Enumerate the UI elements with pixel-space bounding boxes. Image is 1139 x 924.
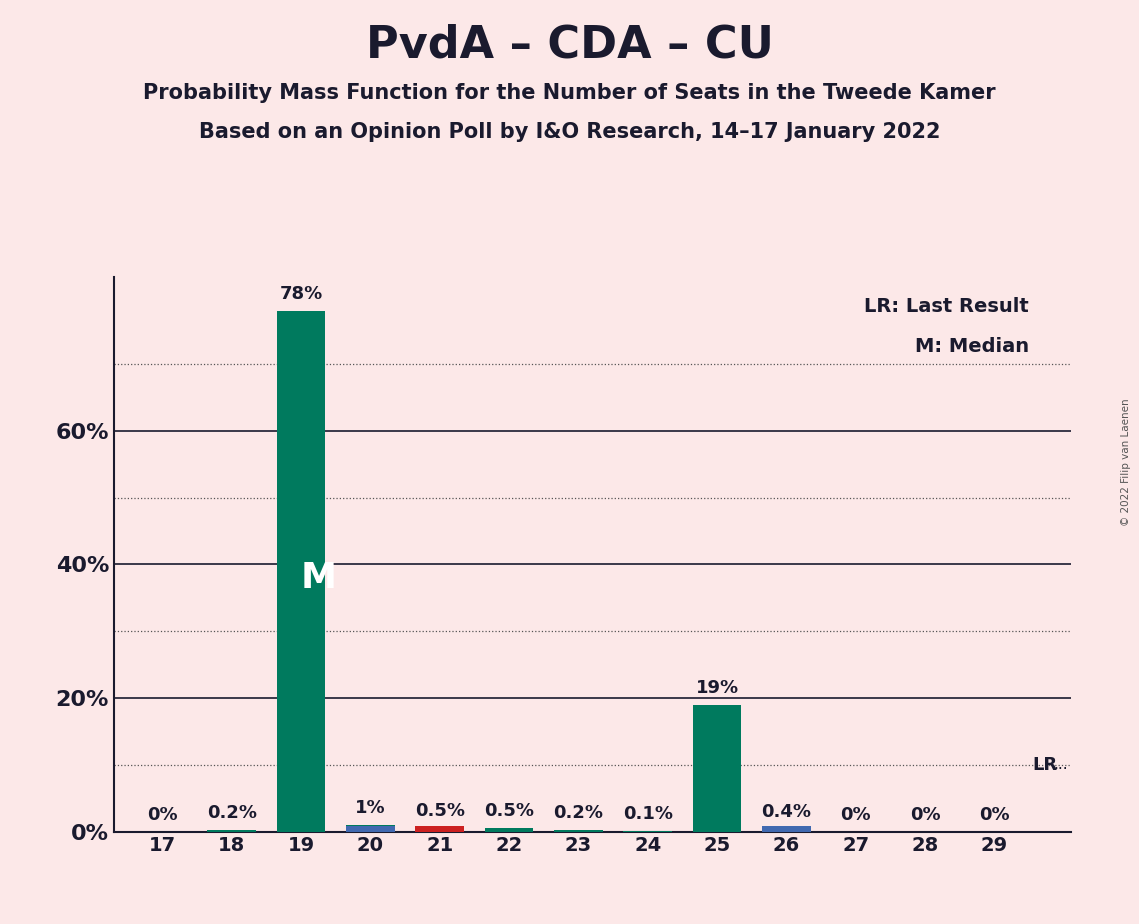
Text: Probability Mass Function for the Number of Seats in the Tweede Kamer: Probability Mass Function for the Number… [144,83,995,103]
Text: M: M [301,561,336,595]
Bar [346,825,395,832]
Text: © 2022 Filip van Laenen: © 2022 Filip van Laenen [1121,398,1131,526]
Text: 0.2%: 0.2% [554,804,604,822]
Text: LR: LR [1033,756,1058,773]
Text: 78%: 78% [279,285,322,302]
Text: 0.4%: 0.4% [761,803,811,821]
Text: ...: ... [1054,758,1068,772]
Text: 0%: 0% [841,806,871,823]
Bar [693,705,741,832]
Text: 0.2%: 0.2% [207,804,256,822]
Bar [207,831,256,832]
Bar [485,828,533,832]
Bar [416,825,464,832]
Text: LR: Last Result: LR: Last Result [865,298,1029,316]
Text: 0.5%: 0.5% [484,802,534,821]
Bar [416,828,464,832]
Bar [555,831,603,832]
Bar [762,829,811,832]
Text: M: Median: M: Median [915,337,1029,357]
Text: 0.5%: 0.5% [415,802,465,821]
Text: PvdA – CDA – CU: PvdA – CDA – CU [366,23,773,67]
Text: 0%: 0% [980,806,1009,823]
Text: 19%: 19% [696,678,738,697]
Text: 1%: 1% [355,799,386,817]
Text: Based on an Opinion Poll by I&O Research, 14–17 January 2022: Based on an Opinion Poll by I&O Research… [198,122,941,142]
Bar [346,825,395,832]
Text: 0%: 0% [147,806,178,823]
Bar [277,310,326,832]
Text: 0.1%: 0.1% [623,805,673,823]
Bar [762,825,811,832]
Text: 0%: 0% [910,806,941,823]
